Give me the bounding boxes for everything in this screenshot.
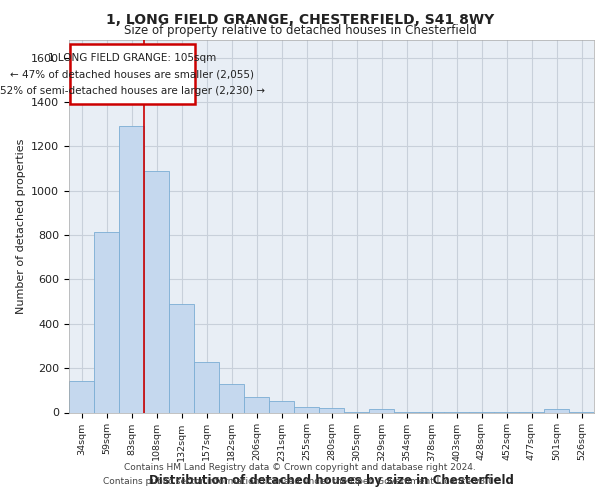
Bar (119, 126, 144, 412)
Text: Size of property relative to detached houses in Chesterfield: Size of property relative to detached ho… (124, 24, 476, 37)
Bar (169, 304, 194, 412)
Bar (144, 171, 169, 412)
Y-axis label: Number of detached properties: Number of detached properties (16, 138, 26, 314)
Text: 1, LONG FIELD GRANGE, CHESTERFIELD, S41 8WY: 1, LONG FIELD GRANGE, CHESTERFIELD, S41 … (106, 12, 494, 26)
Bar (544, 409, 569, 412)
Text: Contains HM Land Registry data © Crown copyright and database right 2024.: Contains HM Land Registry data © Crown c… (124, 464, 476, 472)
Text: 1 LONG FIELD GRANGE: 105sqm
← 47% of detached houses are smaller (2,055)
52% of : 1 LONG FIELD GRANGE: 105sqm ← 47% of det… (0, 53, 265, 96)
Text: Contains public sector information licensed under the Open Government Licence v3: Contains public sector information licen… (103, 477, 497, 486)
X-axis label: Distribution of detached houses by size in Chesterfield: Distribution of detached houses by size … (149, 474, 514, 488)
Bar (294, 407, 319, 412)
Bar (219, 384, 244, 412)
Bar (319, 408, 344, 412)
Bar (369, 409, 394, 412)
FancyBboxPatch shape (70, 44, 195, 104)
Bar (269, 402, 294, 412)
Bar (194, 362, 219, 412)
Bar (69, 382, 94, 412)
Bar (244, 397, 269, 412)
Bar (94, 232, 119, 412)
